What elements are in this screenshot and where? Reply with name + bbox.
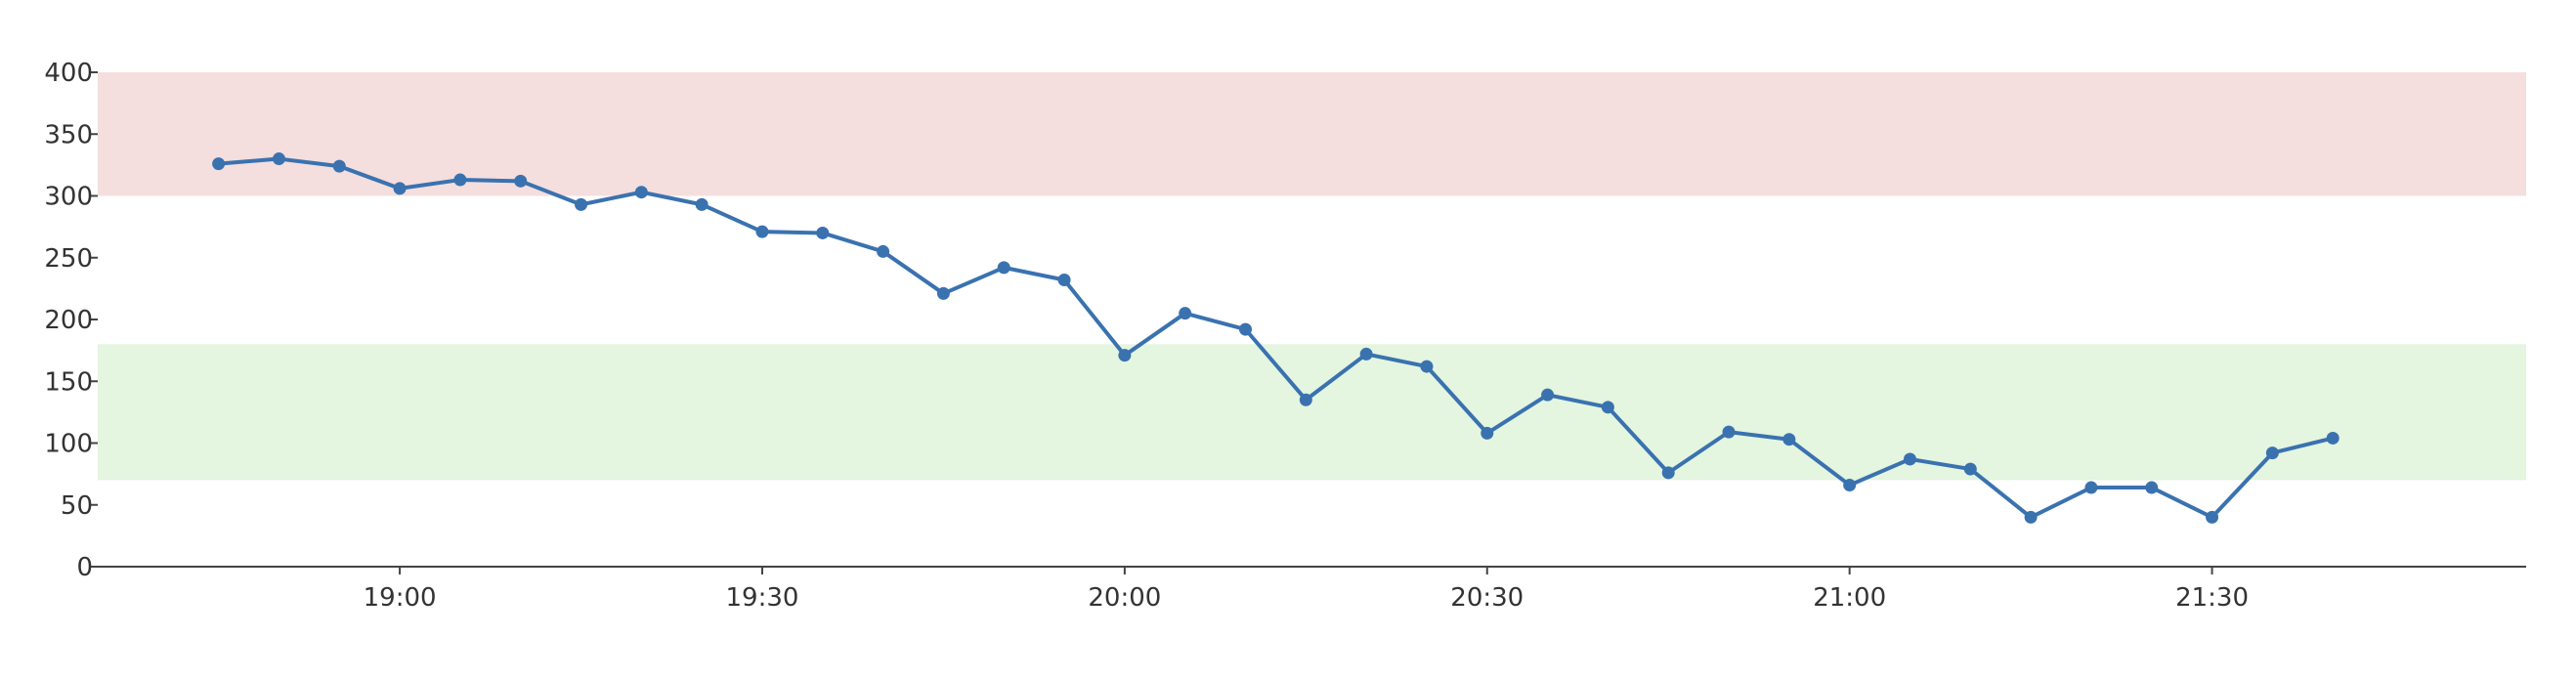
data-point[interactable] xyxy=(393,182,407,195)
data-point[interactable] xyxy=(2145,481,2159,494)
data-point[interactable] xyxy=(1420,360,1434,373)
y-tick-label: 150 xyxy=(44,367,93,397)
data-point[interactable] xyxy=(816,226,830,239)
y-tick-label: 250 xyxy=(44,244,93,274)
y-tick-label: 100 xyxy=(44,430,93,459)
data-point[interactable] xyxy=(453,173,467,187)
series-layer xyxy=(212,152,2340,524)
y-axis: 0 50 100 150 200 250 300 350 400 xyxy=(44,59,98,582)
y-tick-label: 300 xyxy=(44,183,93,212)
data-point[interactable] xyxy=(1782,433,1796,446)
x-tick-label: 20:30 xyxy=(1450,583,1524,613)
data-point[interactable] xyxy=(2265,446,2279,460)
data-point[interactable] xyxy=(755,225,769,238)
x-tick-label: 21:30 xyxy=(2175,583,2249,613)
data-point[interactable] xyxy=(634,186,648,199)
data-point[interactable] xyxy=(1118,349,1132,362)
y-tick-label: 350 xyxy=(44,120,93,149)
data-point[interactable] xyxy=(1359,347,1373,361)
range-band-0 xyxy=(98,72,2526,196)
data-point[interactable] xyxy=(695,197,708,211)
data-point[interactable] xyxy=(332,159,346,173)
range-bands xyxy=(98,72,2526,481)
data-point[interactable] xyxy=(997,261,1010,275)
data-point[interactable] xyxy=(272,152,285,166)
data-point[interactable] xyxy=(1179,307,1192,320)
y-tick-label: 400 xyxy=(44,59,93,88)
data-point[interactable] xyxy=(1601,401,1614,414)
data-point[interactable] xyxy=(1722,425,1736,439)
data-point[interactable] xyxy=(575,197,588,211)
x-tick-label: 19:30 xyxy=(726,583,799,613)
data-point[interactable] xyxy=(877,244,890,258)
y-tick-label: 0 xyxy=(76,553,93,582)
x-tick-label: 20:00 xyxy=(1088,583,1161,613)
data-point[interactable] xyxy=(212,157,226,171)
y-tick-label: 200 xyxy=(44,306,93,335)
data-point[interactable] xyxy=(2326,431,2340,445)
data-point[interactable] xyxy=(1963,462,1977,476)
series-line-0 xyxy=(216,156,2336,520)
data-point[interactable] xyxy=(1239,322,1253,336)
data-point[interactable] xyxy=(1299,393,1312,406)
y-tick-label: 50 xyxy=(61,491,93,521)
data-point[interactable] xyxy=(1661,466,1675,480)
data-point[interactable] xyxy=(514,174,528,188)
range-band-1 xyxy=(98,344,2526,481)
x-tick-label: 19:00 xyxy=(364,583,437,613)
x-axis: 19:00 19:30 20:00 20:30 21:00 21:30 xyxy=(98,566,2526,613)
x-tick-label: 21:00 xyxy=(1813,583,1886,613)
data-point[interactable] xyxy=(1903,452,1916,466)
data-point[interactable] xyxy=(1541,388,1555,402)
data-point[interactable] xyxy=(936,286,950,300)
data-point[interactable] xyxy=(1843,479,1857,492)
data-point[interactable] xyxy=(1481,426,1494,440)
data-point[interactable] xyxy=(2084,481,2098,494)
data-point[interactable] xyxy=(1057,274,1071,287)
data-point[interactable] xyxy=(2024,510,2038,524)
data-point[interactable] xyxy=(2206,510,2219,524)
